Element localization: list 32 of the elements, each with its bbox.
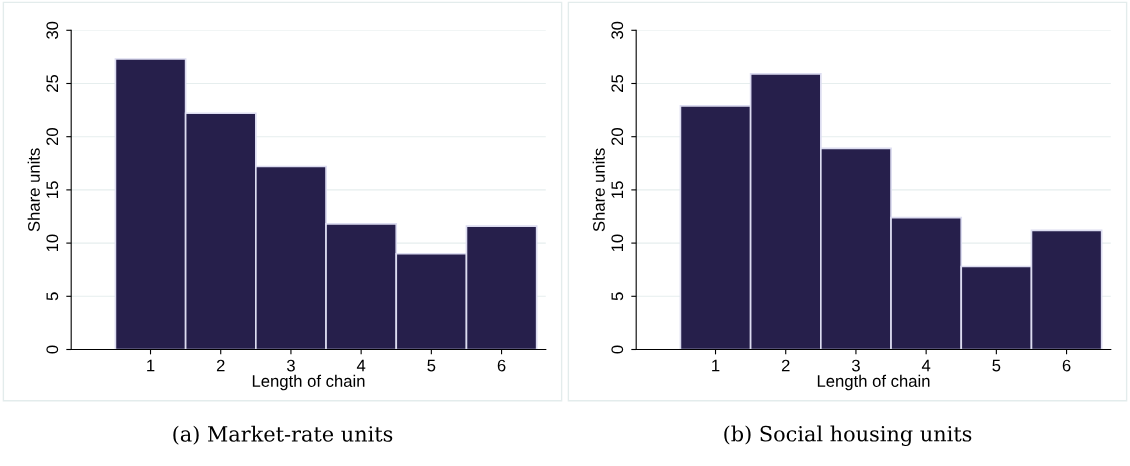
x-tick-label: 6 [1062,359,1071,372]
x-tick-label: 1 [712,359,720,372]
x-tick-label: 3 [851,359,860,372]
text: (b) Social housing units [724,425,972,446]
y-tick-label: 5 [46,292,59,301]
y-tick-label: 25 [46,74,59,92]
y-tick-label: 5 [611,292,624,301]
y-tick-label: 30 [611,21,624,39]
y-axis-title: Share units [592,148,605,232]
x-tick-label: 2 [781,359,790,372]
x-tick-label: 3 [286,359,295,372]
y-tick-label: 15 [46,181,59,198]
y-tick-label: 10 [611,234,624,252]
y-tick-label: 25 [611,74,624,92]
x-tick-label: 1 [147,359,155,372]
y-axis-title: Share units [27,148,40,232]
y-tick-label: 10 [46,234,59,252]
y-tick-label: 20 [46,128,59,146]
x-axis-title: Length of chain [252,374,365,391]
x-tick-label: 5 [992,359,1001,372]
x-tick-label: 4 [356,359,366,372]
text: (a) Market-rate units [173,425,393,445]
x-tick-label: 4 [921,359,931,372]
y-tick-label: 0 [46,345,59,354]
y-tick-label: 30 [46,21,59,39]
y-tick-label: 20 [611,128,624,146]
x-axis-title: Length of chain [817,374,930,391]
x-tick-label: 6 [497,359,506,372]
y-tick-label: 0 [611,345,624,354]
y-tick-label: 15 [611,181,624,198]
x-tick-label: 2 [216,359,225,372]
x-tick-label: 5 [427,359,436,372]
